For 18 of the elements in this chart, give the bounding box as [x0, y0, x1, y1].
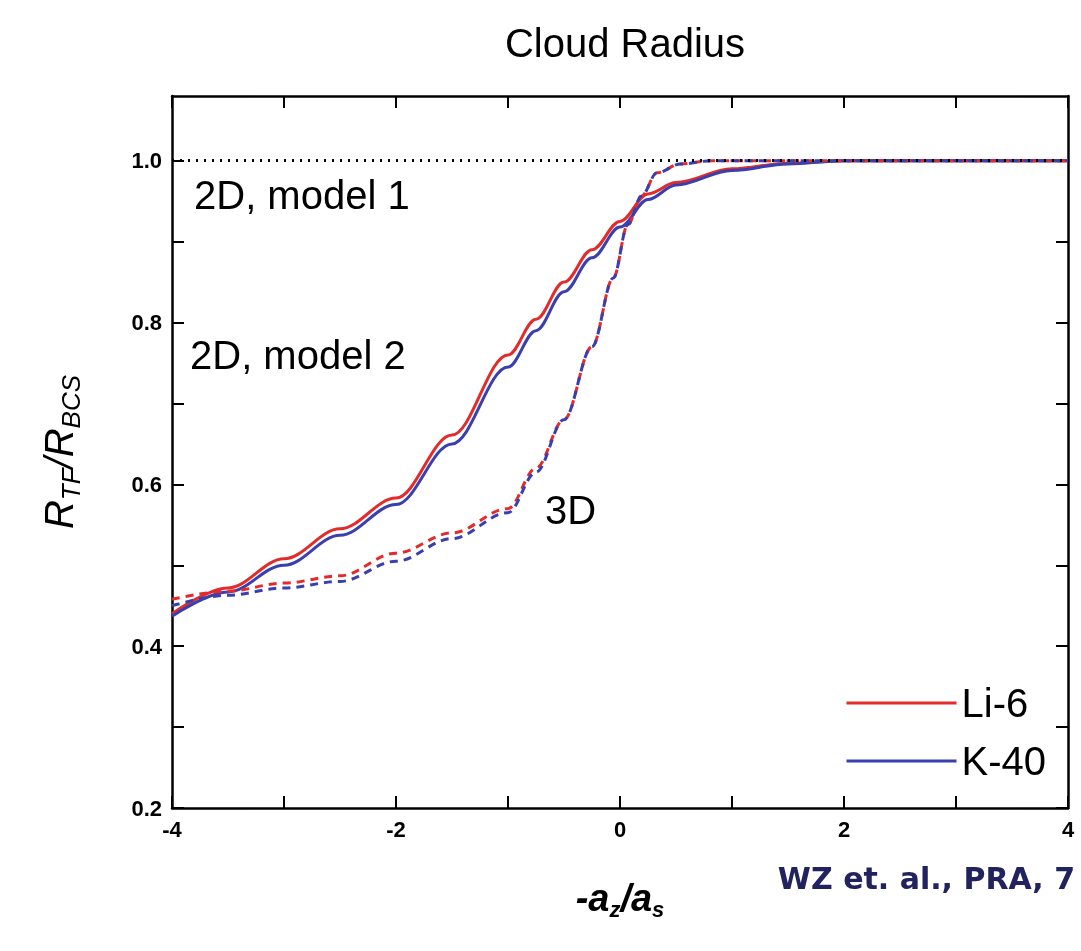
y-tick-label: 0.4 [131, 633, 163, 659]
legend-label: K-40 [961, 739, 1047, 783]
chart-title: Cloud Radius [504, 21, 746, 65]
y-tick-label: 0.6 [131, 471, 162, 497]
annotation: 3D [545, 488, 597, 532]
y-tick-label: 1.0 [131, 148, 162, 174]
legend-label: Li-6 [961, 681, 1029, 725]
x-tick-label: -2 [386, 816, 406, 842]
text: WZ et. al., PRA, 7 [777, 860, 1076, 896]
y-tick-label: 0.2 [131, 795, 162, 821]
x-tick-label: -4 [162, 816, 183, 842]
annotation: 2D, model 2 [190, 333, 406, 377]
x-tick-label: 0 [613, 816, 627, 842]
y-tick-label: 0.8 [131, 310, 162, 336]
ref-line-label: 2D, model 1 [194, 172, 410, 217]
x-tick-label: 2 [837, 816, 851, 842]
y-axis-title: RTF/RBCS [37, 374, 86, 530]
x-tick-label: 4 [1061, 816, 1075, 842]
